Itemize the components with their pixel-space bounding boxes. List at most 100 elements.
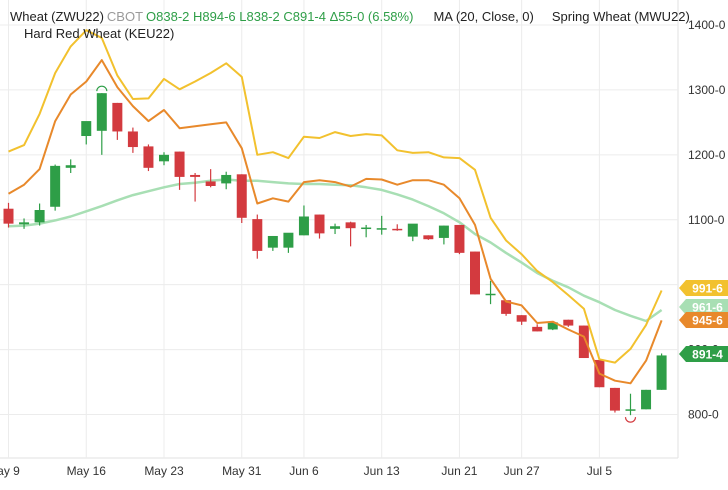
candle [267,235,278,251]
candle-body [19,222,30,225]
candle-body [96,93,107,131]
candle [563,319,574,327]
x-tick-label: May 31 [222,464,262,478]
candle-body [50,165,61,207]
x-tick-label: ay 9 [0,464,20,478]
candle [190,173,201,202]
candle-body [641,389,652,410]
spring-wheat-line [8,29,663,364]
candle [81,121,92,145]
candle [547,322,558,331]
candle-body [361,227,372,230]
price-tag: 945-6 [679,312,728,328]
candle [532,324,543,332]
candle [392,224,403,231]
legend-row-1: Wheat (ZWU22) CBOT O838-2 H894-6 L838-2 C8… [10,8,690,25]
x-axis: ay 9 May 16 May 23 May 31 Jun 6 Jun 13 Jun 21 J… [0,464,612,478]
candle [19,218,30,229]
candle [112,102,123,140]
price-tag: 891-4 [679,346,728,362]
candle [501,300,512,316]
candle-body [656,355,667,390]
candle-body [438,225,449,238]
legend-exchange: CBOT [106,9,144,24]
legend-ohlc: O838-2 H894-6 L838-2 C891-4 Δ55-0 (6.58%… [146,9,414,24]
price-tag-bg [679,280,728,296]
candle-body [81,121,92,137]
legend-spring-wheat[interactable]: Spring Wheat (MWU22) [551,9,690,24]
candle-body [609,387,620,411]
candle-body [376,228,387,230]
candle [314,214,325,239]
candle-body [314,214,325,234]
candle [345,221,356,247]
candle [485,280,496,305]
price-tag: 961-6 [679,299,728,315]
candle-body [423,235,434,240]
x-tick-label: Jun 13 [364,464,400,478]
candle-body [283,232,294,248]
candle-body [159,154,169,162]
candle-body [236,174,247,218]
candle-body [267,235,278,248]
x-tick-label: May 23 [144,464,184,478]
legend-symbol[interactable]: Wheat (ZWU22) [10,9,104,24]
candle-body [330,226,341,229]
candle-body [485,293,496,296]
candle [438,225,449,245]
candle-body [298,216,309,236]
candle-body [470,251,480,295]
x-tick-label: Jun 27 [504,464,540,478]
y-tick-label: 1300-0 [688,83,726,97]
ma-line [8,178,663,323]
candle-body [454,224,465,253]
candle-body [578,325,589,359]
y-tick-label: 1100-0 [688,213,725,227]
price-tag-bg [679,299,728,315]
chart-legend: Wheat (ZWU22) CBOT O838-2 H894-6 L838-2 C8… [10,8,690,42]
candle [205,169,216,188]
candle [423,235,434,240]
y-tick-label: 1400-0 [688,18,726,32]
candle-body [516,315,527,322]
candle-body [392,228,403,231]
x-tick-label: Jun 21 [441,464,477,478]
x-tick-label: Jul 5 [587,464,613,478]
candle [656,353,667,390]
hard-red-wheat-line [7,59,663,385]
legend-ma[interactable]: MA (20, Close, 0) [433,9,534,24]
x-tick-label: Jun 6 [289,464,319,478]
candle-body [65,165,76,168]
low-marker [624,417,637,423]
legend-hard-red-wheat[interactable]: Hard Red Wheat (KEU22) [24,26,175,41]
candle-body [407,223,418,237]
ma-series-line [8,178,663,323]
price-tag-bg [679,346,728,362]
candle [65,159,76,174]
y-tick-label: 1200-0 [688,148,726,162]
candle [252,214,263,259]
candle [143,144,154,172]
candle [159,152,169,166]
candle-body [252,219,263,251]
candle-body [547,322,558,330]
y-tick-label: 800-0 [688,408,719,422]
candle [50,164,61,211]
candle-body [345,222,356,229]
candle [3,202,14,228]
candle-body [501,300,512,314]
legend-row-2: Hard Red Wheat (KEU22) [10,25,690,42]
candle [96,85,108,155]
candle-body [174,151,185,177]
price-tag-label: 945-6 [692,314,723,328]
candle [407,223,418,242]
high-marker [96,85,108,92]
price-tag-label: 891-4 [692,348,723,362]
candle [454,224,465,255]
candle [221,171,232,190]
grid [0,0,679,459]
x-tick-label: May 16 [67,464,107,478]
